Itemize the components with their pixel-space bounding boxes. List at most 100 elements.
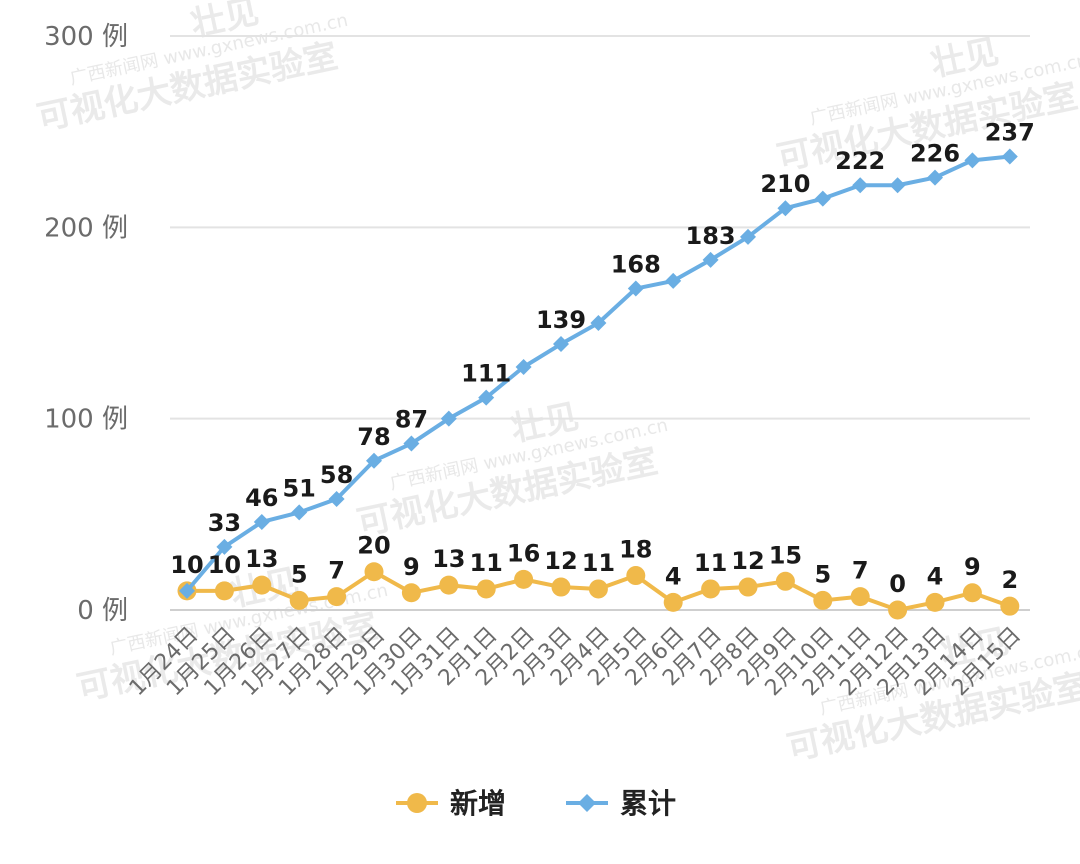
data-label-cumulative: 222 — [835, 147, 885, 175]
point-new — [551, 577, 571, 597]
point-new — [888, 600, 908, 620]
point-new — [962, 583, 982, 603]
series-layer — [177, 148, 1020, 620]
data-label-cumulative: 78 — [357, 423, 390, 451]
point-cumulative — [366, 452, 382, 469]
data-label-cumulative: 237 — [985, 119, 1035, 147]
data-label-cumulative: 139 — [536, 306, 586, 334]
point-new — [701, 579, 721, 599]
point-cumulative — [627, 280, 644, 297]
point-new — [401, 583, 421, 603]
point-new — [775, 571, 795, 591]
point-cumulative — [291, 504, 308, 521]
data-label-new: 11 — [582, 549, 615, 577]
data-label-cumulative: 87 — [395, 406, 428, 434]
data-label-new: 5 — [814, 560, 831, 588]
data-label-new: 4 — [665, 562, 682, 590]
point-new — [813, 590, 833, 610]
point-cumulative — [253, 513, 270, 530]
point-cumulative — [515, 359, 532, 376]
point-cumulative — [702, 251, 719, 268]
data-label-new: 7 — [328, 557, 345, 585]
data-label-new: 13 — [245, 545, 278, 573]
point-new — [925, 592, 945, 612]
point-new — [252, 575, 272, 595]
data-label-cumulative: 58 — [320, 461, 353, 489]
point-cumulative — [814, 190, 831, 207]
data-label-cumulative: 33 — [208, 509, 241, 537]
data-label-new: 5 — [291, 560, 308, 588]
y-tick-label: 300 例 — [44, 22, 128, 52]
data-label-new: 12 — [544, 547, 577, 575]
data-label-new: 15 — [769, 541, 802, 569]
point-cumulative — [740, 228, 756, 245]
data-label-cumulative: 183 — [686, 222, 736, 250]
point-new — [850, 587, 870, 607]
data-label-cumulative: 46 — [245, 484, 278, 512]
point-new — [476, 579, 496, 599]
data-label-new: 10 — [208, 551, 241, 579]
data-label-cumulative: 168 — [611, 251, 661, 279]
data-label-new: 10 — [170, 551, 203, 579]
point-cumulative — [179, 582, 195, 599]
point-cumulative — [889, 177, 906, 194]
point-new — [289, 590, 309, 610]
point-cumulative — [927, 169, 943, 186]
point-cumulative — [478, 389, 495, 406]
data-label-new: 20 — [357, 532, 390, 560]
point-new — [214, 581, 234, 601]
y-tick-label: 0 例 — [77, 596, 128, 626]
point-new — [439, 575, 459, 595]
point-new — [626, 566, 646, 586]
point-new — [327, 587, 347, 607]
point-cumulative — [590, 315, 607, 331]
point-new — [514, 569, 534, 589]
data-label-new: 9 — [403, 553, 420, 581]
legend-marker-cumulative — [578, 794, 596, 812]
data-label-new: 11 — [469, 549, 502, 577]
point-cumulative — [1001, 148, 1018, 165]
legend-marker-new — [407, 793, 427, 813]
y-axis: 300 例 200 例 100 例 0 例 — [44, 22, 128, 626]
point-new — [588, 579, 608, 599]
point-cumulative — [665, 272, 682, 289]
gridlines — [170, 35, 1030, 611]
data-label-new: 18 — [619, 536, 652, 564]
point-cumulative — [553, 336, 569, 353]
point-new — [738, 577, 758, 597]
point-cumulative — [777, 200, 794, 217]
point-cumulative — [964, 152, 981, 169]
point-cumulative — [852, 177, 869, 194]
series-line-cumulative — [185, 154, 1011, 593]
data-label-new: 12 — [731, 547, 764, 575]
data-label-new: 13 — [432, 545, 465, 573]
legend-label-new: 新增 — [450, 787, 506, 820]
data-label-cumulative: 210 — [760, 170, 810, 198]
legend-label-cumulative: 累计 — [620, 787, 676, 820]
legend: 新增 累计 — [396, 787, 676, 820]
data-label-cumulative: 51 — [282, 474, 315, 502]
y-tick-label: 200 例 — [44, 213, 128, 243]
y-tick-label: 100 例 — [44, 405, 128, 435]
data-label-cumulative: 111 — [461, 360, 511, 388]
point-new — [364, 562, 384, 582]
point-cumulative — [440, 410, 457, 427]
point-new — [663, 592, 683, 612]
point-new — [1000, 596, 1020, 616]
x-axis: 1月24日1月25日1月26日1月27日1月28日1月29日1月30日1月31日… — [125, 623, 1026, 701]
data-label-new: 4 — [927, 562, 944, 590]
data-label-new: 9 — [964, 553, 981, 581]
data-label-new: 11 — [694, 549, 727, 577]
data-label-new: 7 — [852, 557, 869, 585]
point-cumulative — [328, 491, 345, 508]
point-cumulative — [216, 538, 233, 555]
data-label-new: 2 — [1001, 566, 1018, 594]
data-label-new: 16 — [507, 539, 540, 567]
point-cumulative — [403, 435, 420, 452]
data-label-cumulative: 226 — [910, 140, 960, 168]
data-label-new: 0 — [889, 570, 906, 598]
